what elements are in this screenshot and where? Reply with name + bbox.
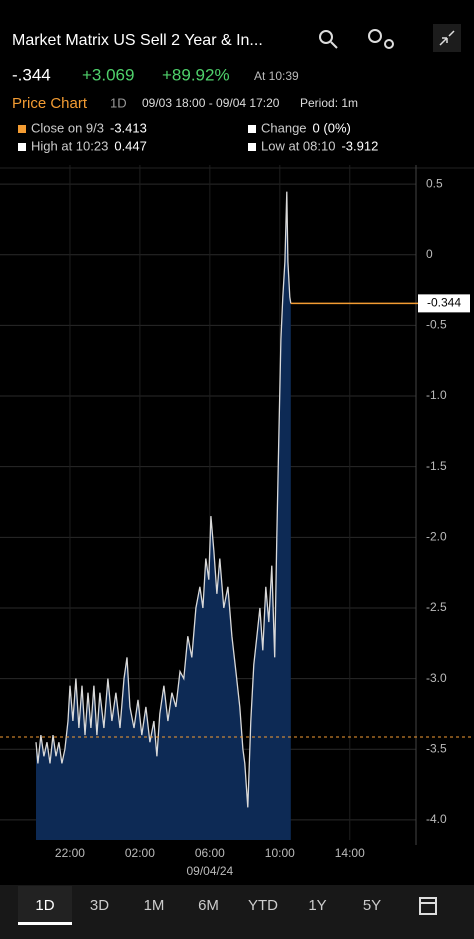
- legend-value: -3.413: [110, 120, 147, 135]
- legend-value: 0 (0%): [313, 120, 351, 135]
- legend-value: 0.447: [114, 138, 147, 153]
- dates: 09/03 18:00 - 09/04 17:20: [142, 96, 280, 110]
- period: Period: 1m: [300, 96, 358, 110]
- section-title: Price Chart: [12, 95, 88, 112]
- tab[interactable]: 1D: [35, 897, 54, 914]
- legend-swatch: [248, 143, 256, 151]
- collapse-icon: [439, 30, 455, 46]
- x-tick-label: 06:00: [195, 846, 225, 860]
- x-tick-label: 10:00: [265, 846, 295, 860]
- settings-icon[interactable]: [368, 29, 394, 49]
- legend-value: -3.912: [341, 138, 378, 153]
- y-tick-label: -0.5: [426, 318, 447, 332]
- line: [35, 191, 292, 808]
- tab-bar: [0, 885, 474, 939]
- y-tick-label: 0: [426, 247, 433, 261]
- legend-swatch: [18, 143, 26, 151]
- y-tick-label: -3.0: [426, 671, 447, 685]
- change-pct: +89.92%: [162, 65, 230, 84]
- time: At 10:39: [254, 69, 299, 83]
- y-tick-label: -4.0: [426, 812, 447, 826]
- range: 1D: [110, 95, 127, 110]
- tab[interactable]: YTD: [248, 897, 278, 914]
- tab-highlight: [18, 886, 72, 924]
- tab[interactable]: 6M: [198, 897, 219, 914]
- search-icon[interactable]: [319, 30, 338, 49]
- y-tick-label: -1.0: [426, 388, 447, 402]
- area: [36, 191, 291, 841]
- y-tick-label: -2.0: [426, 529, 447, 543]
- title: Market Matrix US Sell 2 Year & In...: [12, 32, 263, 49]
- y-tick-label: 0.5: [426, 176, 443, 190]
- last-tag-label: -0.344: [427, 296, 461, 310]
- legend-label: Change: [261, 120, 307, 135]
- last-price: -.344: [12, 65, 51, 84]
- x-tick-label: 22:00: [55, 846, 85, 860]
- tab[interactable]: 3D: [90, 897, 109, 914]
- legend-label: Close on 9/3: [31, 120, 104, 135]
- legend-swatch: [18, 125, 26, 133]
- legend-swatch: [248, 125, 256, 133]
- legend-label: High at 10:23: [31, 138, 108, 153]
- y-tick-label: -2.5: [426, 600, 447, 614]
- x-tick-label: 14:00: [335, 846, 365, 860]
- tab[interactable]: 1M: [144, 897, 165, 914]
- x-sublabel: 09/04/24: [186, 864, 233, 878]
- y-tick-label: -3.5: [426, 741, 447, 755]
- x-tick-label: 02:00: [125, 846, 155, 860]
- last-tag: [418, 294, 470, 313]
- change: +3.069: [82, 65, 134, 84]
- tab[interactable]: 5Y: [363, 897, 381, 914]
- calendar-icon[interactable]: [419, 897, 437, 915]
- tab[interactable]: 1Y: [308, 897, 326, 914]
- y-tick-label: -1.5: [426, 459, 447, 473]
- legend-label: Low at 08:10: [261, 138, 335, 153]
- tab-underline: [18, 922, 72, 925]
